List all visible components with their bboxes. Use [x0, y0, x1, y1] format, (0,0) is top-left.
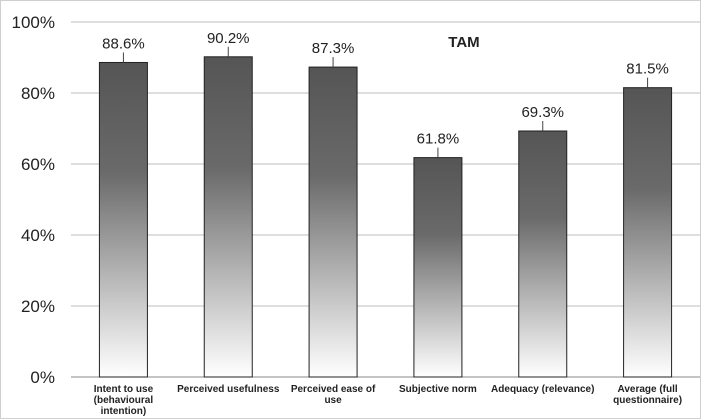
x-tick-label: Adequacy (relevance): [491, 384, 594, 395]
x-tick-label: Perceived usefulness: [177, 384, 280, 395]
chart-title: TAM: [448, 34, 479, 51]
bar: [308, 66, 358, 378]
y-axis-ticks: 0% 20% 40% 60% 80% 100%: [12, 13, 55, 387]
x-tick-label: Perceived ease of use: [291, 384, 376, 406]
x-tick-label: Average (full questionnaire): [613, 384, 682, 406]
y-tick-label: 100%: [12, 13, 55, 32]
bar: [518, 130, 568, 378]
bar: [413, 157, 463, 378]
bar: [98, 61, 148, 378]
x-tick-label: Intent to use (behavioural intention): [94, 384, 154, 417]
y-tick-label: 40%: [21, 226, 55, 245]
bar: [203, 56, 253, 378]
bar: [623, 87, 673, 378]
y-tick-label: 60%: [21, 155, 55, 174]
gridlines: [71, 21, 700, 378]
data-labels: 88.6% 90.2% 87.3% 61.8% 69.3% 81.5%: [102, 30, 669, 158]
data-label: 69.3%: [521, 104, 564, 121]
x-axis-categories: Intent to use (behavioural intention) Perce…: [94, 384, 682, 417]
data-label: 87.3%: [312, 40, 355, 57]
data-label: 88.6%: [102, 35, 145, 52]
data-label: 90.2%: [207, 30, 250, 47]
y-tick-label: 0%: [30, 368, 55, 387]
x-tick-label: Subjective norm: [399, 384, 477, 395]
data-label: 61.8%: [417, 131, 460, 148]
bars: [98, 56, 673, 378]
y-tick-label: 20%: [21, 297, 55, 316]
data-label: 81.5%: [626, 61, 669, 78]
y-tick-label: 80%: [21, 84, 55, 103]
